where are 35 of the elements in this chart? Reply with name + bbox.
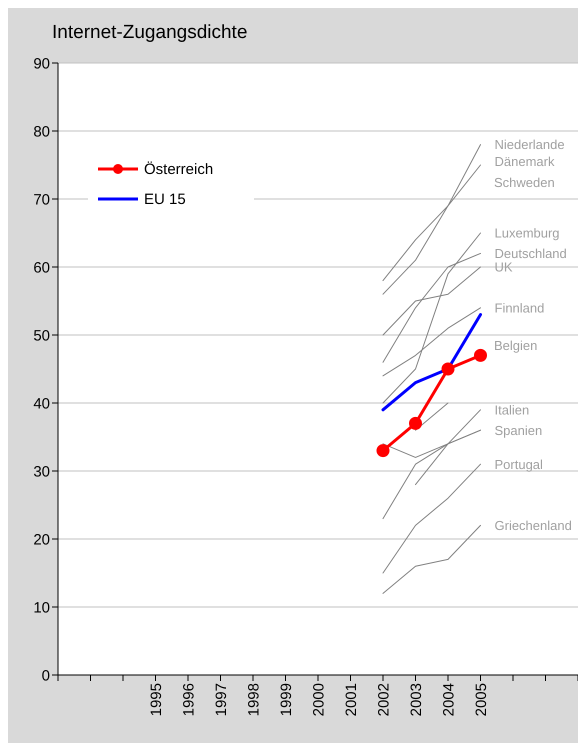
x-tick-label: 2004 [440, 683, 458, 716]
x-tick-label: 1997 [213, 683, 230, 716]
y-tick-label: 80 [33, 123, 50, 140]
y-tick-label: 50 [33, 327, 50, 344]
y-tick-label: 70 [33, 191, 50, 208]
chart-title: Internet-Zugangsdichte [52, 22, 248, 44]
x-tick-label: 1998 [246, 683, 263, 716]
x-tick-label: 2003 [408, 683, 426, 716]
y-tick-label: 0 [42, 667, 50, 684]
y-tick-label: 90 [33, 55, 50, 72]
annotation: Portugal [494, 456, 544, 472]
legend-label: EU 15 [144, 190, 186, 208]
annotation: Deutschland [494, 246, 567, 262]
annotation: Spanien [494, 422, 542, 438]
annotation: Griechenland [494, 518, 572, 534]
y-tick-label: 30 [33, 463, 50, 480]
y-tick-label: 40 [33, 395, 50, 412]
x-tick-label: 2000 [310, 683, 328, 716]
x-tick-label: 1995 [148, 683, 166, 716]
y-tick-label: 60 [33, 259, 50, 276]
y-tick-label: 20 [33, 531, 50, 548]
x-tick-label: 1996 [180, 683, 198, 716]
legend-label: Österreich [144, 160, 214, 178]
y-tick-label: 10 [33, 599, 50, 616]
annotation: Niederlande [494, 137, 565, 152]
x-tick-label: 1999 [278, 683, 296, 716]
annotation: Finnland [494, 300, 544, 316]
x-tick-label: 2001 [343, 683, 360, 716]
annotation: Schweden [494, 175, 555, 190]
annotation: Luxemburg [494, 226, 560, 241]
annotation: Dänemark [494, 154, 555, 170]
annotation: Italien [494, 402, 530, 418]
x-tick-label: 2002 [376, 683, 393, 716]
x-tick-label: 2005 [473, 683, 490, 716]
annotation: Belgien [494, 338, 538, 353]
